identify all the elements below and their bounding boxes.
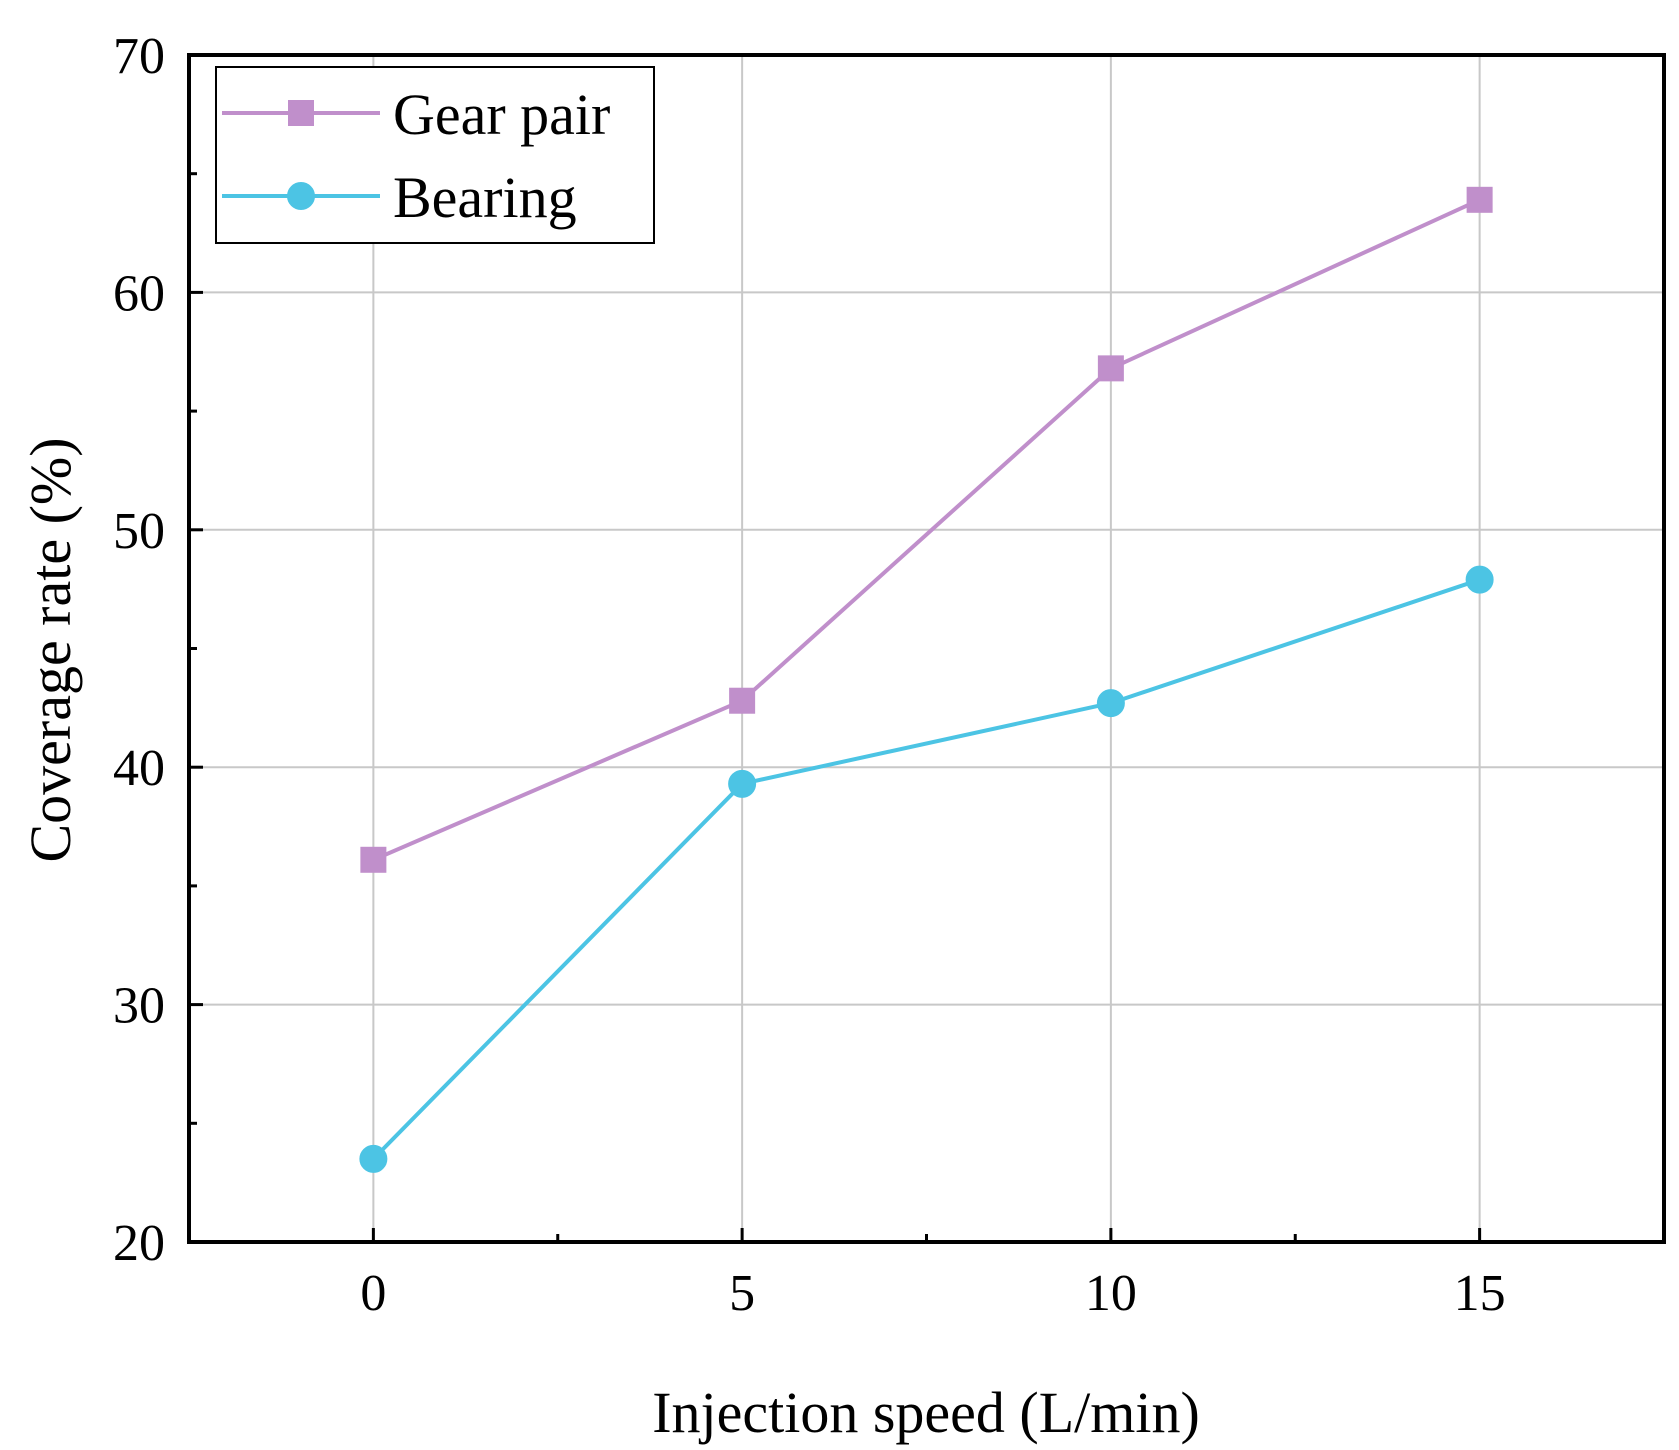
legend-marker-bearing — [287, 182, 315, 210]
data-point-bearing — [728, 769, 757, 798]
legend-label-bearing: Bearing — [393, 165, 577, 230]
data-point-gear-pair — [729, 687, 756, 714]
series-bearing — [359, 565, 1494, 1173]
legend: Gear pair Bearing — [215, 66, 655, 244]
gridlines — [189, 55, 1664, 1242]
y-tick-label: 20 — [113, 1215, 165, 1272]
y-tick-label: 50 — [113, 503, 165, 560]
x-tick-label: 15 — [1454, 1265, 1506, 1322]
legend-box — [215, 66, 655, 244]
data-point-bearing — [1465, 565, 1494, 594]
y-tick-label: 40 — [113, 740, 165, 797]
legend-label-gear-pair: Gear pair — [393, 82, 610, 147]
y-tick-label: 30 — [113, 978, 165, 1035]
data-point-gear-pair — [1097, 355, 1124, 382]
plot-frame — [187, 53, 1666, 1244]
data-point-gear-pair — [1466, 186, 1493, 213]
data-point-gear-pair — [360, 846, 387, 873]
y-tick-label: 70 — [113, 28, 165, 85]
series-layer — [359, 186, 1494, 1173]
x-tick-label: 5 — [729, 1265, 755, 1322]
y-tick-label: 60 — [113, 265, 165, 322]
x-tick-label: 0 — [360, 1265, 386, 1322]
series-line-bearing — [371, 577, 1481, 1161]
plot-area — [189, 55, 1664, 1242]
data-point-bearing — [1096, 689, 1125, 718]
data-point-bearing — [359, 1144, 388, 1173]
series-line-gear-pair — [372, 197, 1481, 862]
legend-marker-gear-pair — [288, 100, 314, 126]
x-tick-label: 10 — [1085, 1265, 1137, 1322]
series-gear-pair — [360, 186, 1493, 873]
y-axis-title: Coverage rate (%) — [18, 437, 83, 862]
x-axis-title: Injection speed (L/min) — [652, 1380, 1200, 1445]
y-axis-ticks: 20 30 40 50 60 70 — [113, 28, 203, 1272]
x-axis-ticks: 0 5 10 15 — [360, 1228, 1506, 1322]
